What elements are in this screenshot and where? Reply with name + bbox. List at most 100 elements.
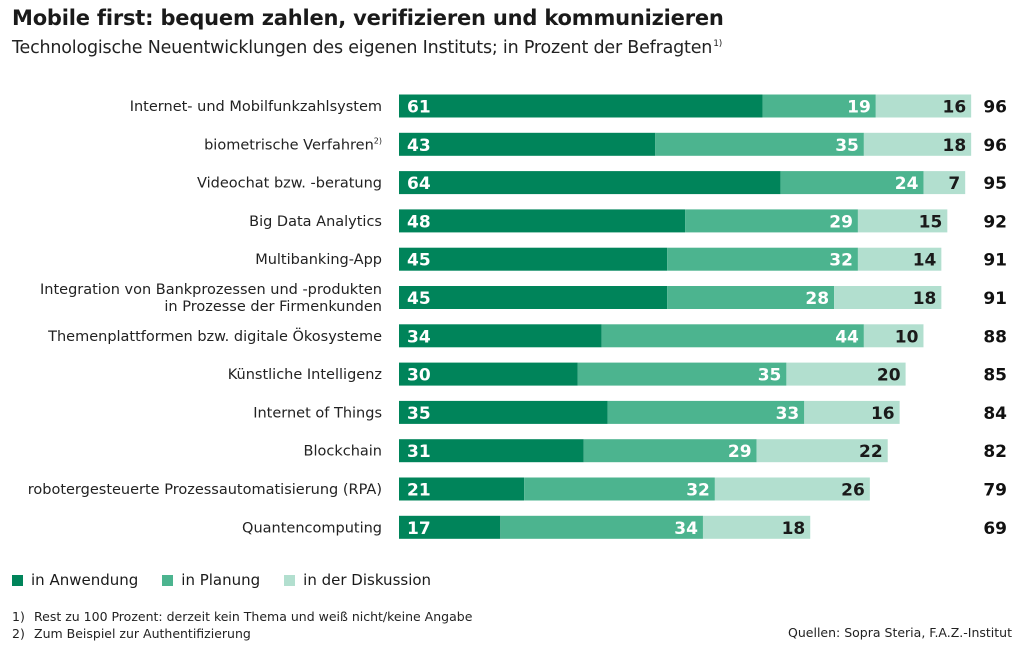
bar-segment-in-diskussion xyxy=(857,247,942,271)
chart-title: Mobile first: bequem zahlen, verifiziere… xyxy=(12,6,724,30)
bar-segment-in-planung xyxy=(583,439,757,463)
value-label-in-anwendung: 45 xyxy=(407,289,431,309)
value-label-in-anwendung: 48 xyxy=(407,212,431,232)
value-label-in-anwendung: 64 xyxy=(407,174,431,194)
value-label-in-anwendung: 30 xyxy=(407,366,431,386)
value-label-in-planung: 29 xyxy=(829,212,853,232)
bar-segment-in-anwendung xyxy=(399,286,668,309)
value-label-in-diskussion: 18 xyxy=(782,519,806,539)
bar-segment-in-diskussion xyxy=(756,439,888,463)
category-label: Künstliche Intelligenz xyxy=(228,367,382,383)
bar-segment-in-anwendung xyxy=(399,362,578,386)
bar-segment-in-planung xyxy=(601,324,864,348)
bar-segment-in-planung xyxy=(762,94,876,118)
category-label: biometrische Verfahren2) xyxy=(204,136,382,153)
total-label: 82 xyxy=(983,442,1007,462)
bar-segment-in-diskussion xyxy=(786,362,906,386)
value-label-in-planung: 19 xyxy=(847,98,871,118)
value-label-in-planung: 35 xyxy=(758,366,782,386)
value-label-in-anwendung: 45 xyxy=(407,251,431,271)
value-label-in-planung: 35 xyxy=(835,136,859,156)
total-label: 79 xyxy=(983,481,1007,501)
category-label: Big Data Analytics xyxy=(249,214,382,230)
subtitle-footnote-marker: 1) xyxy=(713,39,723,50)
bar-segment-in-diskussion xyxy=(863,324,924,348)
stacked-bar-chart: Internet- und Mobilfunkzahlsystem 61 19 16 9… xyxy=(28,94,1007,539)
value-label-in-diskussion: 26 xyxy=(841,481,865,501)
category-label: Internet- und Mobilfunkzahlsystem xyxy=(130,99,382,115)
value-label-in-planung: 44 xyxy=(835,327,859,347)
value-label-in-diskussion: 10 xyxy=(895,327,919,347)
legend-item-in-anwendung: in Anwendung xyxy=(12,571,138,589)
bar-segment-in-diskussion xyxy=(857,209,948,233)
bar-segment-in-planung xyxy=(607,400,805,424)
bar-segment-in-diskussion xyxy=(923,171,966,195)
bar-segment-in-anwendung xyxy=(399,439,584,463)
bar-segment-in-anwendung xyxy=(399,247,668,271)
bar-segment-in-planung xyxy=(780,171,924,195)
total-label: 96 xyxy=(983,98,1007,118)
bar-segment-in-anwendung xyxy=(399,515,501,539)
value-label-in-diskussion: 18 xyxy=(913,289,937,309)
footnote-2: 2) Zum Beispiel zur Authentifizierung xyxy=(12,626,251,641)
legend-label-in-planung: in Planung xyxy=(181,571,261,589)
footnote-1-number: 1) xyxy=(12,609,25,624)
bar-segment-in-diskussion xyxy=(714,477,870,501)
footnote-2-number: 2) xyxy=(12,626,25,641)
value-label-in-planung: 32 xyxy=(686,481,710,501)
total-label: 85 xyxy=(983,366,1007,386)
bar-segment-in-anwendung xyxy=(399,324,602,348)
source-note: Quellen: Sopra Steria, F.A.Z.-Institut xyxy=(788,625,1012,640)
total-label: 69 xyxy=(983,519,1007,539)
value-label-in-planung: 32 xyxy=(829,251,853,271)
bar-segment-in-planung xyxy=(667,286,835,309)
category-label: Videochat bzw. -beratung xyxy=(197,176,382,192)
value-label-in-diskussion: 7 xyxy=(948,174,960,194)
bar-segment-in-diskussion xyxy=(834,286,942,309)
bar-segment-in-planung xyxy=(500,515,703,539)
value-label-in-planung: 34 xyxy=(674,519,698,539)
bar-segment-in-anwendung xyxy=(399,132,656,156)
value-label-in-planung: 28 xyxy=(805,289,829,309)
bar-segment-in-anwendung xyxy=(399,94,763,118)
bar-segment-in-planung xyxy=(655,132,864,156)
value-label-in-diskussion: 20 xyxy=(877,366,901,386)
footnote-1-text: Rest zu 100 Prozent: derzeit kein Thema … xyxy=(34,609,473,624)
value-label-in-diskussion: 18 xyxy=(942,136,966,156)
value-label-in-anwendung: 31 xyxy=(407,442,431,462)
value-label-in-planung: 24 xyxy=(895,174,919,194)
footnote-1: 1) Rest zu 100 Prozent: derzeit kein Them… xyxy=(12,609,472,624)
category-label: Quantencomputing xyxy=(242,520,382,536)
value-label-in-anwendung: 43 xyxy=(407,136,431,156)
value-label-in-planung: 33 xyxy=(776,404,800,424)
legend-label-in-diskussion: in der Diskussion xyxy=(303,571,432,589)
chart-subtitle: Technologische Neuentwicklungen des eige… xyxy=(12,38,722,58)
category-label: robotergesteuerte Prozessautomatisierung… xyxy=(28,482,382,498)
legend-item-in-diskussion: in der Diskussion xyxy=(284,571,431,589)
value-label-in-diskussion: 16 xyxy=(942,98,966,118)
bar-segment-in-diskussion xyxy=(863,132,972,156)
category-label: Blockchain xyxy=(304,444,382,460)
category-label: Multibanking-App xyxy=(255,252,382,268)
legend-label-in-anwendung: in Anwendung xyxy=(31,571,139,589)
value-label-in-anwendung: 21 xyxy=(407,481,431,501)
value-label-in-diskussion: 15 xyxy=(919,212,943,232)
bar-segment-in-diskussion xyxy=(875,94,972,118)
bar-segment-in-anwendung xyxy=(399,171,781,195)
value-label-in-diskussion: 16 xyxy=(871,404,895,424)
value-label-in-anwendung: 34 xyxy=(407,327,431,347)
bar-segment-in-planung xyxy=(577,362,787,386)
total-label: 91 xyxy=(983,251,1007,271)
bar-segment-in-anwendung xyxy=(399,209,686,233)
value-label-in-diskussion: 22 xyxy=(859,442,883,462)
category-label: Integration von Bankprozessen und -produ… xyxy=(40,282,382,298)
legend: in Anwendung in Planung in der Diskussio… xyxy=(12,571,431,589)
total-label: 84 xyxy=(983,404,1007,424)
total-label: 96 xyxy=(983,136,1007,156)
category-label: Internet of Things xyxy=(253,405,382,421)
value-label-in-anwendung: 17 xyxy=(407,519,431,539)
legend-swatch-in-anwendung xyxy=(12,574,23,586)
footnote-2-text: Zum Beispiel zur Authentifizierung xyxy=(34,626,251,641)
legend-item-in-planung: in Planung xyxy=(162,571,260,589)
value-label-in-planung: 29 xyxy=(728,442,752,462)
